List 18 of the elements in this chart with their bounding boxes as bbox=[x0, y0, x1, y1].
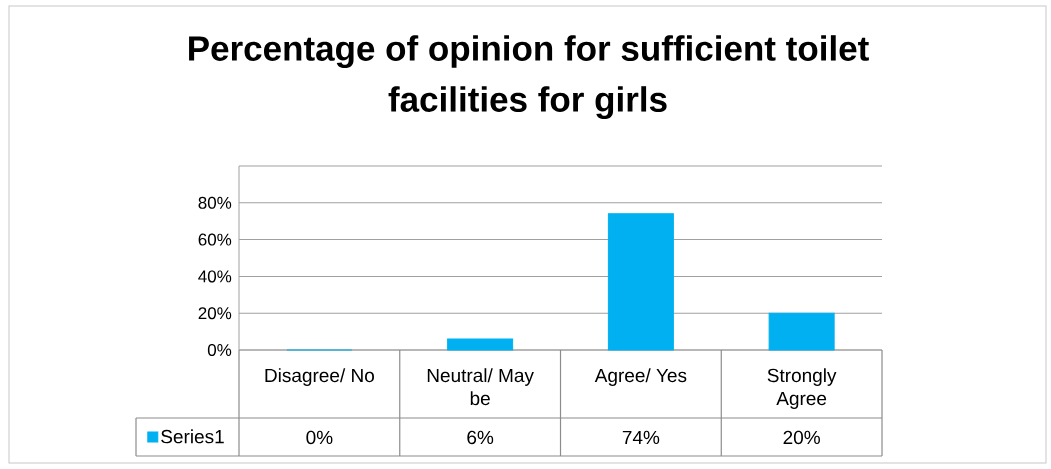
y-tick-label: 60% bbox=[198, 233, 232, 246]
x-tick-label: Disagree/ No bbox=[265, 368, 374, 386]
legend-label: Series1 bbox=[161, 429, 224, 444]
y-tick-label: 20% bbox=[198, 307, 232, 320]
bar bbox=[768, 312, 835, 351]
x-tick-label: Agree/ Yes bbox=[594, 368, 687, 386]
data-label: 0% bbox=[306, 430, 333, 445]
y-tick-label: 80% bbox=[198, 196, 232, 209]
data-label: 6% bbox=[467, 430, 494, 445]
data-label: 20% bbox=[783, 430, 820, 445]
x-tick-label: Strongly Agree bbox=[767, 368, 837, 409]
chart-title: Percentage of opinion for sufficient toilet facilities for girls bbox=[189, 35, 869, 119]
data-label: 74% bbox=[622, 430, 660, 445]
y-tick-label: 40% bbox=[198, 270, 232, 283]
y-tick-label: 0% bbox=[207, 343, 232, 357]
bar bbox=[607, 213, 674, 351]
x-tick-label: Neutral/ May be bbox=[427, 368, 534, 406]
bar bbox=[447, 338, 514, 351]
